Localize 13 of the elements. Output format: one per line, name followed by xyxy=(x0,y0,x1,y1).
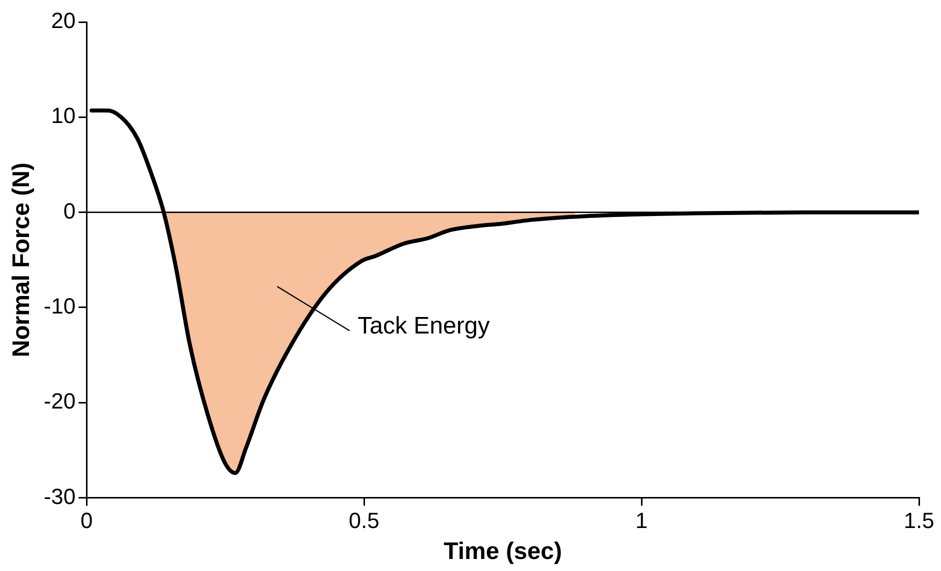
x-tick-label: 0 xyxy=(80,508,93,534)
y-tick-label: -10 xyxy=(44,294,76,319)
y-tick-label: -30 xyxy=(44,484,76,509)
y-tick-label: 10 xyxy=(51,103,76,128)
x-tick-label: 0.5 xyxy=(348,508,380,534)
x-axis-title: Time (sec) xyxy=(444,538,562,566)
x-tick-label: 1 xyxy=(635,508,648,534)
annotation: Tack Energy xyxy=(358,312,490,340)
y-tick-label: -20 xyxy=(44,388,76,414)
x-tick-label: 1.5 xyxy=(904,508,934,534)
y-tick-label: 0 xyxy=(63,198,76,224)
y-tick-label: 20 xyxy=(51,8,76,34)
y-axis-title: Normal Force (N) xyxy=(8,162,36,358)
